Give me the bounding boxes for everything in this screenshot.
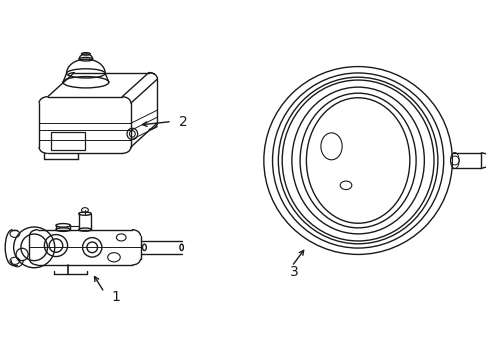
Text: 1: 1	[111, 290, 120, 304]
Text: 2: 2	[179, 114, 187, 129]
Bar	[51, 132, 85, 150]
Text: 3: 3	[289, 265, 298, 279]
